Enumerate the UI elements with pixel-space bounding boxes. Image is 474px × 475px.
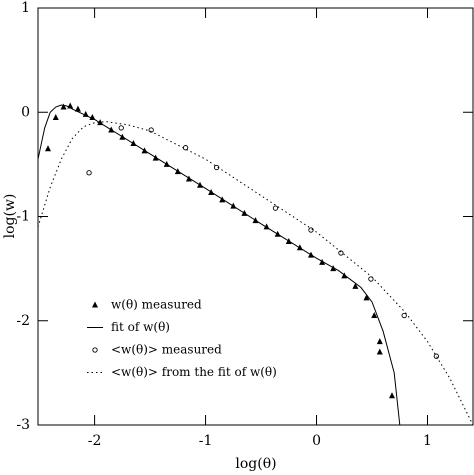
x-axis-label: log(θ) bbox=[235, 456, 276, 472]
legend-label: fit of w(θ) bbox=[111, 320, 170, 334]
circle-marker bbox=[401, 312, 407, 319]
fit-line bbox=[37, 121, 474, 426]
circle-marker bbox=[338, 250, 344, 256]
fit-line bbox=[37, 104, 401, 426]
circle-marker bbox=[148, 127, 154, 133]
triangle-marker bbox=[82, 110, 89, 117]
y-tick-label: 0 bbox=[21, 104, 30, 120]
legend-label: w(θ) measured bbox=[111, 298, 202, 312]
plot-frame bbox=[37, 7, 474, 426]
triangle-marker bbox=[44, 145, 51, 152]
legend-label: <w(θ)> from the fit of w(θ) bbox=[111, 365, 277, 379]
legend-label: <w(θ)> measured bbox=[111, 343, 222, 357]
triangle-marker bbox=[371, 312, 378, 319]
triangle-marker bbox=[74, 105, 81, 112]
triangle-marker bbox=[363, 294, 370, 301]
circle-marker bbox=[86, 170, 92, 176]
x-tick-label: -2 bbox=[88, 433, 102, 449]
y-tick-label: -3 bbox=[16, 417, 30, 433]
x-tick-label: 1 bbox=[423, 433, 432, 449]
y-tick-label: 1 bbox=[21, 0, 30, 16]
y-axis-label: log(w) bbox=[2, 194, 18, 239]
triangle-marker bbox=[352, 282, 359, 289]
circle-marker bbox=[272, 205, 279, 211]
y-tick-label: -1 bbox=[16, 209, 30, 225]
x-tick-label: 0 bbox=[312, 433, 321, 449]
circle-marker bbox=[92, 347, 98, 353]
x-tick-label: -1 bbox=[199, 433, 213, 449]
triangle-marker bbox=[388, 392, 395, 399]
triangle-marker bbox=[376, 338, 383, 345]
y-tick-label: -2 bbox=[16, 313, 30, 329]
circle-marker bbox=[368, 276, 374, 282]
triangle-marker bbox=[376, 348, 383, 355]
circle-marker bbox=[433, 353, 440, 359]
triangle-marker bbox=[60, 103, 67, 110]
triangle-marker bbox=[89, 113, 96, 120]
circle-marker bbox=[118, 125, 124, 131]
triangle-marker bbox=[92, 301, 98, 308]
circle-marker bbox=[308, 227, 314, 233]
triangle-marker bbox=[52, 113, 59, 120]
circle-marker bbox=[182, 145, 189, 151]
